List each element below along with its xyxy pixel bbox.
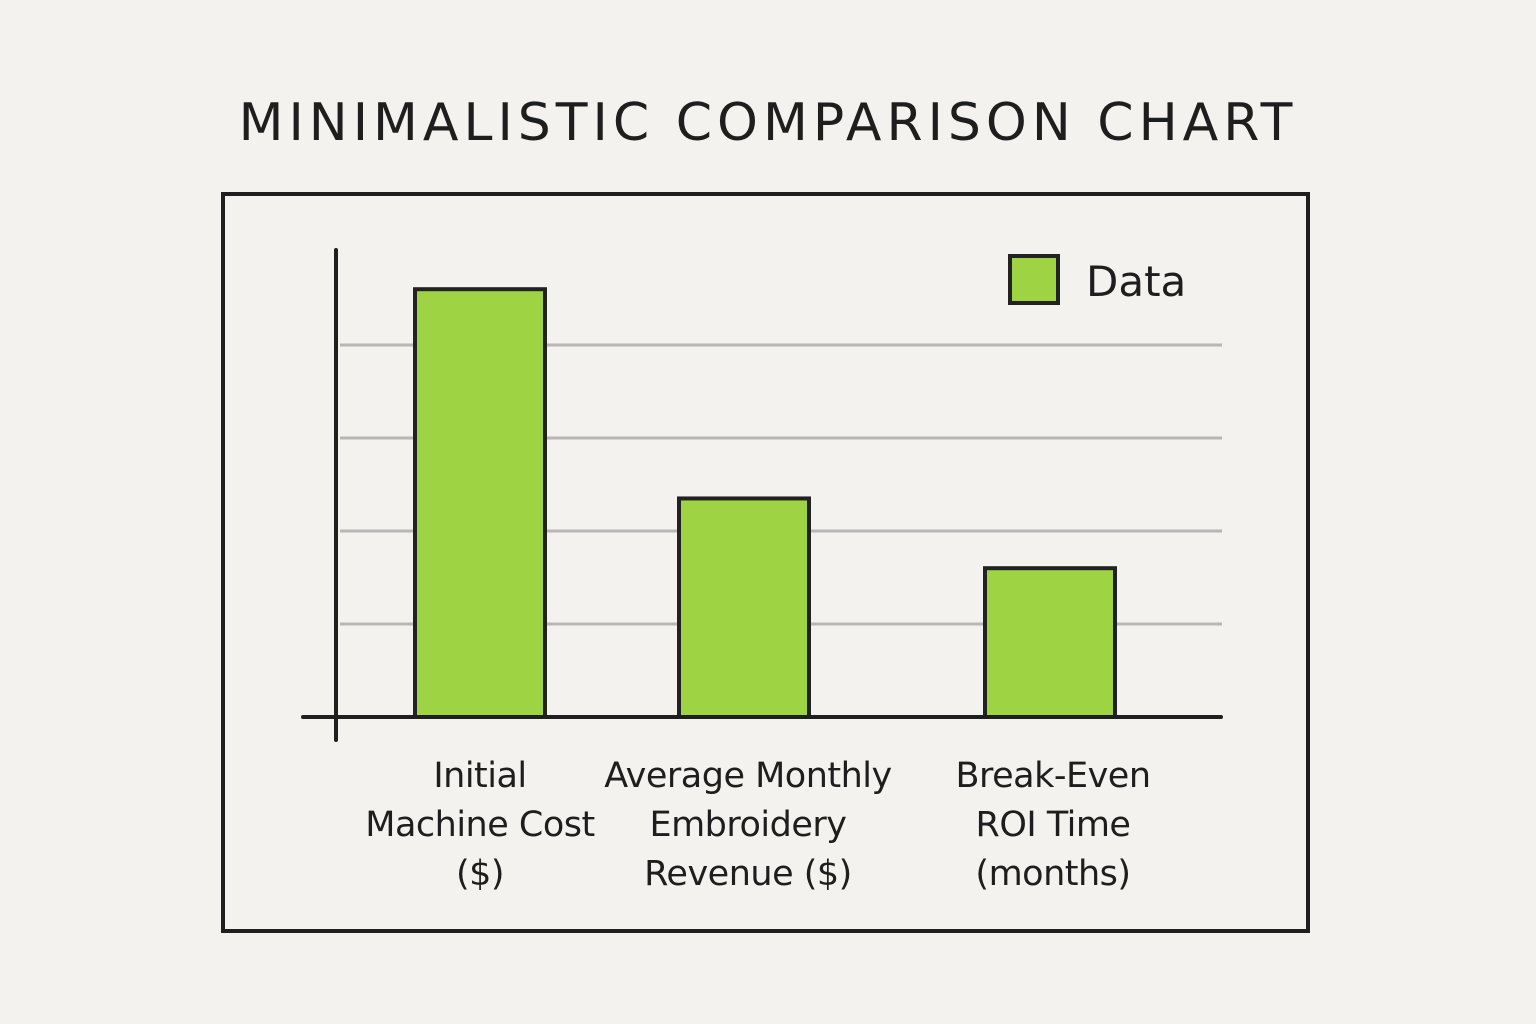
chart-frame-border xyxy=(221,192,1310,933)
legend-swatch xyxy=(1008,254,1060,305)
category-label-2: Average Monthly Embroidery Revenue ($) xyxy=(588,752,908,899)
category-label-3-line-2: ROI Time xyxy=(975,805,1131,845)
category-label-2-line-1: Average Monthly xyxy=(604,756,892,796)
category-label-3-line-3: (months) xyxy=(975,854,1131,894)
chart-title: MINIMALISTIC COMPARISON CHART xyxy=(238,93,1298,153)
category-label-1-line-2: Machine Cost xyxy=(365,805,595,845)
category-label-1-line-1: Initial xyxy=(433,756,527,796)
bar-3 xyxy=(983,566,1117,720)
category-label-1: Initial Machine Cost ($) xyxy=(320,752,640,899)
legend-label: Data xyxy=(1086,257,1187,306)
category-label-2-line-2: Embroidery xyxy=(649,805,847,845)
category-label-3: Break-Even ROI Time (months) xyxy=(893,752,1213,899)
category-label-1-line-3: ($) xyxy=(455,854,505,894)
bar-2 xyxy=(677,496,811,720)
bar-1 xyxy=(413,287,547,719)
bars xyxy=(413,287,1117,720)
category-label-3-line-1: Break-Even xyxy=(955,756,1151,796)
category-label-2-line-3: Revenue ($) xyxy=(644,854,852,894)
